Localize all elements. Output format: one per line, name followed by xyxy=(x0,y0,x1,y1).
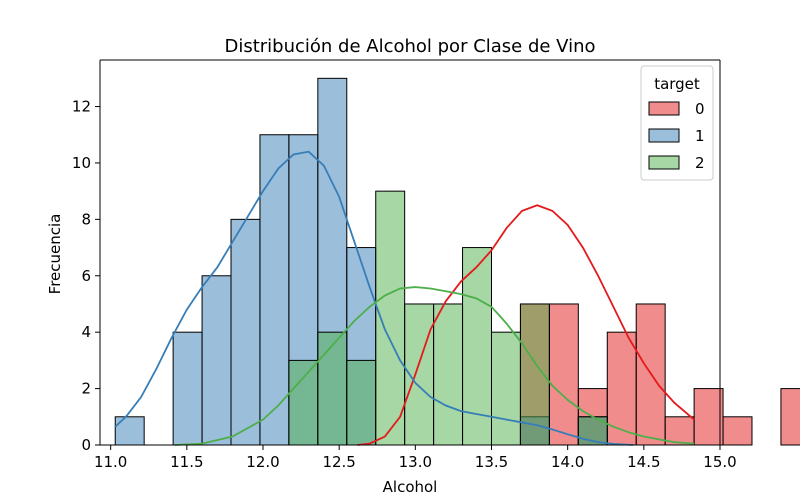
y-tick-label: 6 xyxy=(81,267,91,285)
bar-series-1-bin-0 xyxy=(114,416,145,446)
bar-series-0-bin-21 xyxy=(722,416,753,446)
legend-label-2: 2 xyxy=(695,154,705,172)
y-tick-label: 4 xyxy=(81,323,91,341)
bar-series-1-bin-2 xyxy=(172,331,203,446)
bar-series-0-bin-15 xyxy=(548,303,579,446)
x-tick-label: 12.0 xyxy=(246,453,279,471)
bar-series-2-bin-11 xyxy=(433,303,464,446)
legend-title: target xyxy=(654,75,700,93)
legend: target 0 1 2 xyxy=(640,65,714,181)
kde-line-series-2 xyxy=(174,286,695,446)
bar-series-2-bin-7 xyxy=(317,331,348,446)
x-tick-label: 11.0 xyxy=(94,453,127,471)
bar-series-0-bin-20 xyxy=(693,388,724,446)
bar-series-1-bin-5 xyxy=(259,134,290,446)
x-tick-label: 13.0 xyxy=(399,453,432,471)
legend-box xyxy=(640,65,714,181)
x-tick-label: 11.5 xyxy=(170,453,203,471)
axes-layer: 11.0 11.5 12.0 12.5 13.0 13.5 14.0 14.5 15.0 0 2 4 6… xyxy=(72,59,737,471)
kde-line-series-0 xyxy=(357,204,695,446)
x-axis-label: Alcohol xyxy=(383,478,438,496)
x-tick-label: 14.5 xyxy=(627,453,660,471)
bar-series-1-bin-3 xyxy=(201,275,232,446)
bar-series-0-bin-23 xyxy=(780,388,800,446)
x-tick-label: 14.0 xyxy=(551,453,584,471)
kde-layer xyxy=(114,150,695,446)
legend-swatch-2 xyxy=(648,155,680,170)
y-tick-label: 12 xyxy=(72,98,91,116)
legend-swatch-0 xyxy=(648,101,680,116)
x-tick-label: 15.0 xyxy=(703,453,736,471)
y-axis-label: Frecuencia xyxy=(46,214,64,295)
y-tick-label: 0 xyxy=(81,436,91,454)
legend-swatch-1 xyxy=(648,128,680,143)
legend-label-0: 0 xyxy=(695,100,705,118)
bar-series-2-bin-6 xyxy=(288,359,319,446)
x-tick-label: 13.5 xyxy=(475,453,508,471)
y-tick-label: 10 xyxy=(72,154,91,172)
bar-series-0-bin-17 xyxy=(606,331,637,446)
chart-title: Distribución de Alcohol por Clase de Vin… xyxy=(224,36,595,57)
bars-layer xyxy=(114,77,800,446)
x-tick-label: 12.5 xyxy=(322,453,355,471)
legend-label-1: 1 xyxy=(695,127,705,145)
bar-series-1-bin-4 xyxy=(230,218,261,446)
bar-series-2-bin-13 xyxy=(490,331,521,446)
kde-line-series-1 xyxy=(114,150,634,446)
bar-series-2-bin-8 xyxy=(346,359,377,446)
y-tick-label: 2 xyxy=(81,380,91,398)
y-tick-label: 8 xyxy=(81,210,91,228)
